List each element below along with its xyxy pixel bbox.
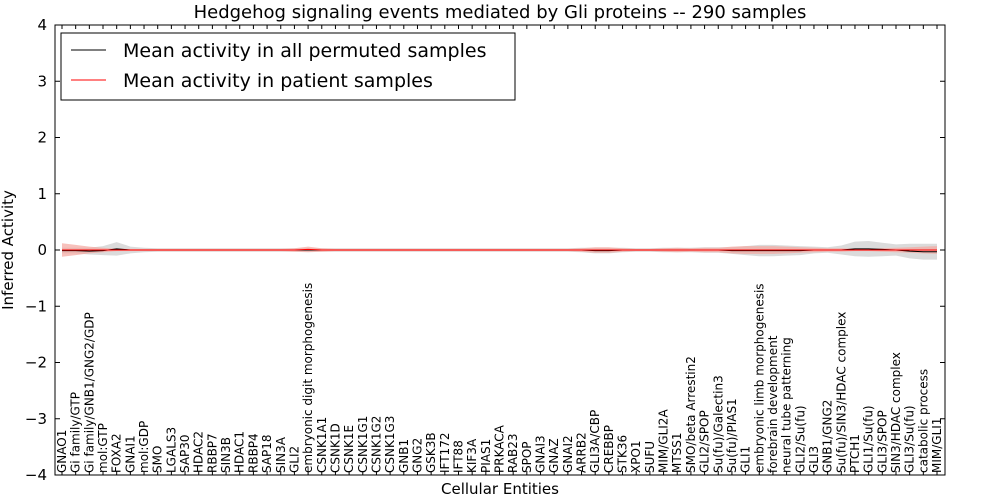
x-tick-label: embryonic digit morphogenesis — [301, 283, 315, 473]
x-tick-label: GLI2/SPOP — [698, 410, 712, 473]
legend: Mean activity in all permuted samples Me… — [60, 32, 516, 101]
x-tick-label: GLI3A/CBP — [588, 410, 602, 473]
x-tick-label: embryonic limb morphogenesis — [752, 283, 766, 473]
series-lines — [62, 248, 937, 253]
x-tick-label: MTSS1 — [670, 432, 684, 473]
x-tick-label: RBBP4 — [246, 433, 260, 473]
x-tick-label: SMO — [151, 446, 165, 473]
x-tick-label: ARRB2 — [575, 432, 589, 473]
x-tick-label: FOXA2 — [110, 433, 124, 473]
x-tick-label: HDAC1 — [233, 431, 247, 473]
x-tick-label: GNB1/GNG2 — [821, 400, 835, 473]
x-tick-label: Su(fu)/SIN3/HDAC complex — [834, 312, 848, 473]
x-tick-label: SIN3B — [219, 437, 233, 473]
x-tick-label: GNAI3 — [534, 435, 548, 473]
x-tick-label: KIF3A — [465, 438, 479, 473]
x-tick-label: STK36 — [616, 435, 630, 473]
x-tick-label: CSNK1G3 — [383, 416, 397, 473]
x-tick-label: mol:GTP — [96, 423, 110, 473]
x-tick-label: catabolic process — [916, 369, 930, 473]
y-tick-label: 2 — [37, 129, 47, 147]
x-tick-label: forebrain development — [766, 335, 780, 473]
x-axis: GNAO1 Gi family/GTP Gi family/GNB1/GNG2/GD… — [55, 25, 944, 475]
x-tick-label: LGALS3 — [164, 427, 178, 473]
x-tick-label: GLI1 — [739, 446, 753, 473]
x-tick-label: SPOP — [520, 441, 534, 473]
x-tick-label: mol:GDP — [137, 421, 151, 473]
x-tick-label: GLI2 — [287, 446, 301, 473]
legend-label-patient: Mean activity in patient samples — [123, 70, 433, 92]
x-tick-label: RAB23 — [506, 433, 520, 473]
x-tick-label: CSNK1A1 — [315, 417, 329, 473]
x-tick-label: Su(fu)/Galectin3 — [711, 375, 725, 473]
x-tick-label: Gi family/GNB1/GNG2/GDP — [82, 312, 96, 473]
x-tick-label: MIM/GLI1 — [930, 418, 944, 473]
x-tick-label: GLI3/SPOP — [875, 410, 889, 473]
y-tick-label: 1 — [37, 185, 47, 203]
x-tick-label: neural tube patterning — [780, 337, 794, 473]
y-tick-label: −3 — [25, 410, 47, 428]
x-tick-label: SIN3/HDAC complex — [889, 352, 903, 473]
y-axis-title: Inferred Activity — [0, 190, 17, 310]
x-tick-label: CSNK1D — [328, 423, 342, 473]
legend-label-permuted: Mean activity in all permuted samples — [123, 40, 486, 62]
x-tick-label: GNAI1 — [123, 435, 137, 473]
x-tick-label: SMO/beta Arrestin2 — [684, 356, 698, 473]
x-tick-label: HDAC2 — [192, 431, 206, 473]
x-tick-label: CSNK1G1 — [356, 416, 370, 473]
x-tick-label: CREBBP — [602, 425, 616, 473]
x-tick-label: Su(fu)/PIAS1 — [725, 398, 739, 473]
x-tick-label: PRKACA — [493, 424, 507, 473]
x-tick-label: SUFU — [643, 441, 657, 473]
y-tick-label: 0 — [37, 241, 47, 259]
series-line-1 — [62, 248, 937, 251]
x-tick-label: GLI3/Su(fu) — [903, 405, 917, 473]
x-tick-label: SAP30 — [178, 434, 192, 473]
x-tick-label: SAP18 — [260, 434, 274, 473]
y-tick-label: 3 — [37, 72, 47, 90]
x-tick-label: Gi family/GTP — [69, 392, 83, 473]
x-tick-label: GNAI2 — [561, 435, 575, 473]
legend-box — [60, 32, 516, 101]
x-tick-label: CSNK1G2 — [369, 416, 383, 473]
y-tick-label: −2 — [25, 354, 47, 372]
x-axis-title: Cellular Entities — [441, 480, 559, 498]
y-tick-label: −4 — [25, 466, 47, 484]
x-tick-label: RBBP7 — [205, 433, 219, 473]
x-tick-label: GNG2 — [410, 438, 424, 473]
x-tick-label: GNB1 — [397, 439, 411, 473]
x-tick-label: XPO1 — [629, 440, 643, 473]
y-axis: −4 −3 −2 −1 0 1 2 3 4 — [25, 16, 945, 484]
x-tick-label: SIN3A — [274, 436, 288, 473]
x-tick-label: MIM/GLI2A — [657, 409, 671, 473]
x-tick-label: PTCH1 — [848, 434, 862, 473]
x-tick-label: PIAS1 — [479, 439, 493, 473]
x-tick-label: GLI2/Su(fu) — [793, 405, 807, 473]
y-tick-label: 4 — [37, 16, 47, 34]
x-tick-label: GLI3 — [807, 446, 821, 473]
x-tick-label: GNAO1 — [55, 430, 69, 473]
x-tick-label: CSNK1E — [342, 425, 356, 473]
x-tick-label: IFT88 — [451, 440, 465, 473]
chart-title: Hedgehog signaling events mediated by Gl… — [194, 2, 807, 23]
x-tick-label: GLI1/Su(fu) — [862, 405, 876, 473]
y-tick-label: −1 — [25, 297, 47, 315]
x-tick-label: IFT172 — [438, 433, 452, 473]
x-tick-label: GNAZ — [547, 438, 561, 473]
x-tick-label: GSK3B — [424, 432, 438, 473]
